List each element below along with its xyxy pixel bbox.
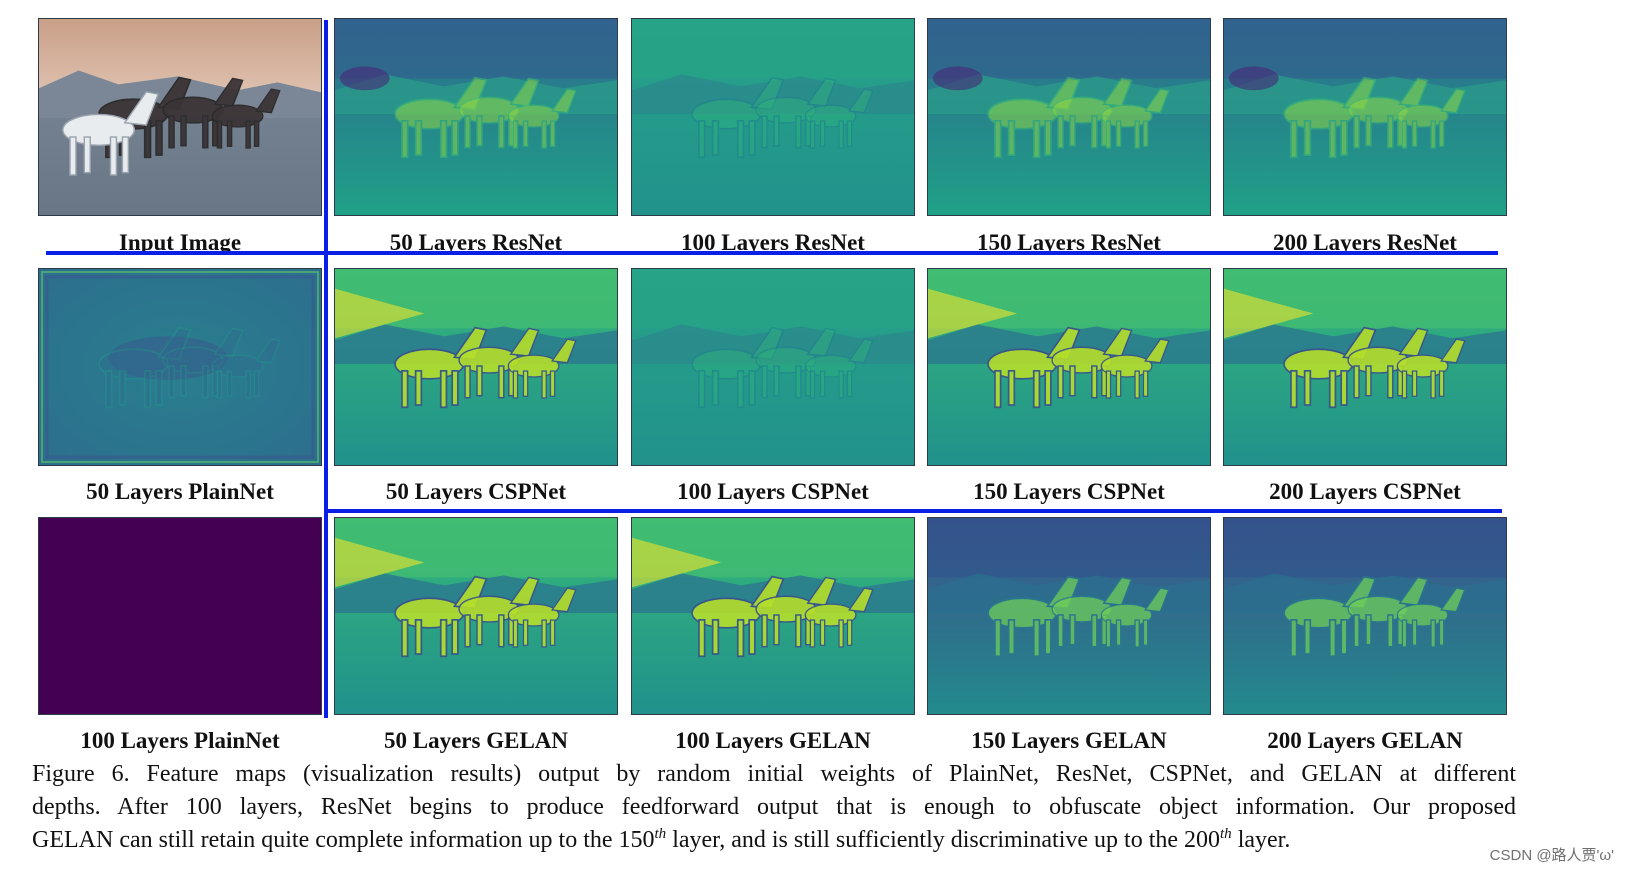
label-50-layers-resnet: 50 Layers ResNet: [389, 230, 563, 255]
caption-line-3-b: layer, and is still sufficiently discrim…: [666, 827, 1221, 853]
caption-line-3: GELAN can still retain quite complete in…: [32, 824, 1516, 857]
feature-map-200-layers-gelan: [1223, 517, 1507, 715]
label-200-layers-resnet: 200 Layers ResNet: [1273, 230, 1457, 255]
feature-map-50-layers-cspnet: [334, 268, 618, 466]
divider-vertical: [324, 20, 328, 718]
label-input-image: Input Image: [118, 230, 242, 255]
divider-horizontal-bottom: [326, 509, 1502, 513]
feature-map-100-layers-plainnet: [38, 517, 322, 715]
label-100-layers-gelan: 100 Layers GELAN: [675, 728, 871, 753]
caption-superscript-2: th: [1220, 826, 1232, 842]
feature-map-50-layers-plainnet: [38, 268, 322, 466]
label-200-layers-gelan: 200 Layers GELAN: [1267, 728, 1463, 753]
feature-map-150-layers-cspnet: [927, 268, 1211, 466]
figure-caption: Figure 6. Feature maps (visualization re…: [32, 758, 1516, 857]
watermark: CSDN @路人贾'ω': [1489, 847, 1614, 864]
label-100-layers-resnet: 100 Layers ResNet: [681, 230, 865, 255]
label-100-layers-cspnet: 100 Layers CSPNet: [677, 479, 869, 504]
feature-map-200-layers-cspnet: [1223, 268, 1507, 466]
label-150-layers-gelan: 150 Layers GELAN: [971, 728, 1167, 753]
feature-map-100-layers-cspnet: [631, 268, 915, 466]
caption-line-3-c: layer.: [1231, 827, 1291, 853]
feature-map-50-layers-gelan: [334, 517, 618, 715]
feature-map-100-layers-resnet: [631, 18, 915, 216]
caption-line-1: Figure 6. Feature maps (visualization re…: [32, 761, 1516, 787]
caption-line-3-a: GELAN can still retain quite complete in…: [32, 827, 655, 853]
label-50-layers-plainnet: 50 Layers PlainNet: [86, 479, 274, 504]
feature-map-100-layers-gelan: [631, 517, 915, 715]
caption-superscript-1: th: [654, 826, 667, 842]
feature-map-150-layers-resnet: [927, 18, 1211, 216]
caption-line-2: depths. After 100 layers, ResNet begins …: [32, 794, 1516, 820]
feature-map-50-layers-resnet: [334, 18, 618, 216]
feature-map-200-layers-resnet: [1223, 18, 1507, 216]
label-150-layers-cspnet: 150 Layers CSPNet: [973, 479, 1165, 504]
divider-horizontal-top: [46, 251, 1498, 255]
label-150-layers-resnet: 150 Layers ResNet: [977, 230, 1161, 255]
label-50-layers-cspnet: 50 Layers CSPNet: [385, 479, 567, 504]
feature-map-150-layers-gelan: [927, 517, 1211, 715]
feature-map-input-image: [38, 18, 322, 216]
label-200-layers-cspnet: 200 Layers CSPNet: [1269, 479, 1461, 504]
label-50-layers-gelan: 50 Layers GELAN: [384, 728, 568, 753]
label-100-layers-plainnet: 100 Layers PlainNet: [80, 728, 280, 753]
